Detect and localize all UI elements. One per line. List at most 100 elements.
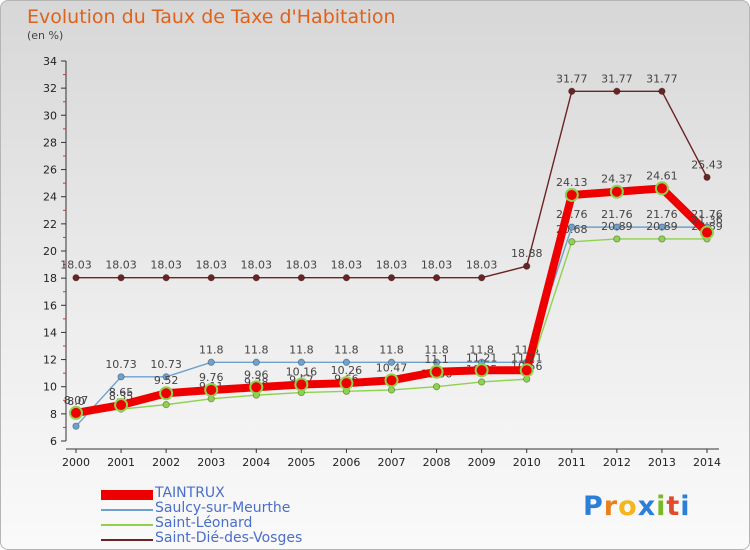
y-tick-label: 30: [43, 109, 57, 122]
data-label: 11.8: [469, 343, 494, 356]
data-label: 11.1: [424, 353, 449, 366]
data-point: [429, 364, 444, 379]
x-tick-label: 2014: [693, 456, 721, 469]
legend-label: Saulcy-sur-Meurthe: [155, 500, 291, 516]
data-label: 11.8: [244, 343, 269, 356]
data-point: [339, 376, 354, 391]
data-label: 24.13: [556, 176, 588, 189]
data-label: 18.03: [195, 259, 227, 272]
logo-letter: o: [618, 491, 638, 522]
legend-swatch: [101, 509, 153, 511]
y-tick-label: 22: [43, 218, 57, 231]
legend-swatch: [101, 539, 153, 541]
data-point: [658, 235, 666, 243]
data-point: [117, 274, 125, 282]
data-label: 21.76: [691, 208, 723, 221]
data-point: [658, 223, 666, 231]
data-label: 21.76: [601, 208, 633, 221]
data-point: [159, 386, 174, 401]
data-point: [568, 87, 576, 95]
data-point: [474, 363, 489, 378]
legend-swatch: [101, 490, 153, 500]
data-label: 18.88: [511, 247, 543, 260]
data-label: 18.03: [331, 259, 363, 272]
data-label: 18.03: [150, 259, 182, 272]
data-point: [703, 173, 711, 181]
y-tick-label: 20: [43, 245, 57, 258]
data-point: [297, 358, 305, 366]
data-point: [72, 274, 80, 282]
x-tick-label: 2005: [287, 456, 315, 469]
legend-swatch: [101, 524, 153, 526]
data-point: [613, 223, 621, 231]
data-point: [114, 398, 129, 413]
data-point: [519, 363, 534, 378]
x-tick-label: 2003: [197, 456, 225, 469]
legend-label: Saint-Dié-des-Vosges: [155, 530, 303, 546]
y-tick-label: 26: [43, 164, 57, 177]
data-point: [654, 181, 669, 196]
data-label: 18.03: [241, 259, 273, 272]
data-label: 10.26: [331, 364, 363, 377]
logo-letter: P: [583, 491, 604, 522]
y-tick-label: 18: [43, 272, 57, 285]
x-tick-label: 2007: [378, 456, 406, 469]
data-label: 21.76: [646, 208, 678, 221]
data-point: [204, 382, 219, 397]
data-point: [207, 358, 215, 366]
data-point: [294, 377, 309, 392]
data-point: [72, 422, 80, 430]
data-label: 20.89: [646, 220, 678, 233]
data-point: [342, 358, 351, 366]
data-label: 31.77: [646, 72, 678, 85]
logo-letter: t: [666, 491, 681, 522]
x-tick-label: 2013: [648, 456, 676, 469]
x-tick-label: 2008: [423, 456, 451, 469]
data-point: [478, 378, 486, 386]
legend-label: TAINTRUX: [155, 485, 225, 501]
data-label: 9.76: [199, 371, 224, 384]
data-label: 10.47: [376, 361, 408, 374]
y-tick-label: 16: [43, 299, 57, 312]
data-label: 8.65: [109, 386, 134, 399]
data-point: [162, 373, 170, 381]
data-label: 11.21: [511, 351, 543, 364]
y-tick-label: 24: [43, 191, 57, 204]
data-label: 20.89: [601, 220, 633, 233]
data-label: 11.8: [334, 343, 359, 356]
y-tick-label: 10: [43, 381, 57, 394]
data-point: [387, 358, 396, 366]
y-tick-label: 34: [43, 55, 57, 68]
x-tick-label: 2004: [242, 456, 270, 469]
y-tick-label: 28: [43, 136, 57, 149]
data-label: 31.77: [601, 72, 633, 85]
data-point: [252, 358, 260, 366]
data-label: 18.03: [466, 259, 498, 272]
data-label: 18.03: [421, 259, 453, 272]
data-label: 11.8: [199, 343, 224, 356]
data-label: 11.8: [424, 343, 449, 356]
data-label: 18.03: [376, 259, 408, 272]
chart-title: Evolution du Taux de Taxe d'Habitation: [27, 6, 396, 28]
data-label: 18.03: [286, 259, 318, 272]
data-label: 10.16: [286, 366, 318, 379]
x-tick-label: 2006: [332, 456, 360, 469]
data-point: [387, 274, 396, 282]
data-label: 10.73: [105, 358, 137, 371]
logo-letter: r: [603, 491, 619, 522]
data-point: [342, 274, 351, 282]
data-point: [700, 225, 714, 240]
data-point: [387, 386, 396, 394]
x-tick-label: 2009: [468, 456, 496, 469]
data-point: [432, 274, 441, 282]
data-point: [609, 184, 624, 199]
data-point: [613, 235, 621, 243]
logo-letter: x: [637, 491, 657, 522]
data-point: [384, 373, 399, 388]
data-label: 10.73: [150, 358, 182, 371]
data-point: [564, 187, 579, 202]
data-label: 8.0: [67, 395, 85, 408]
data-point: [568, 238, 576, 246]
data-point: [117, 373, 125, 381]
